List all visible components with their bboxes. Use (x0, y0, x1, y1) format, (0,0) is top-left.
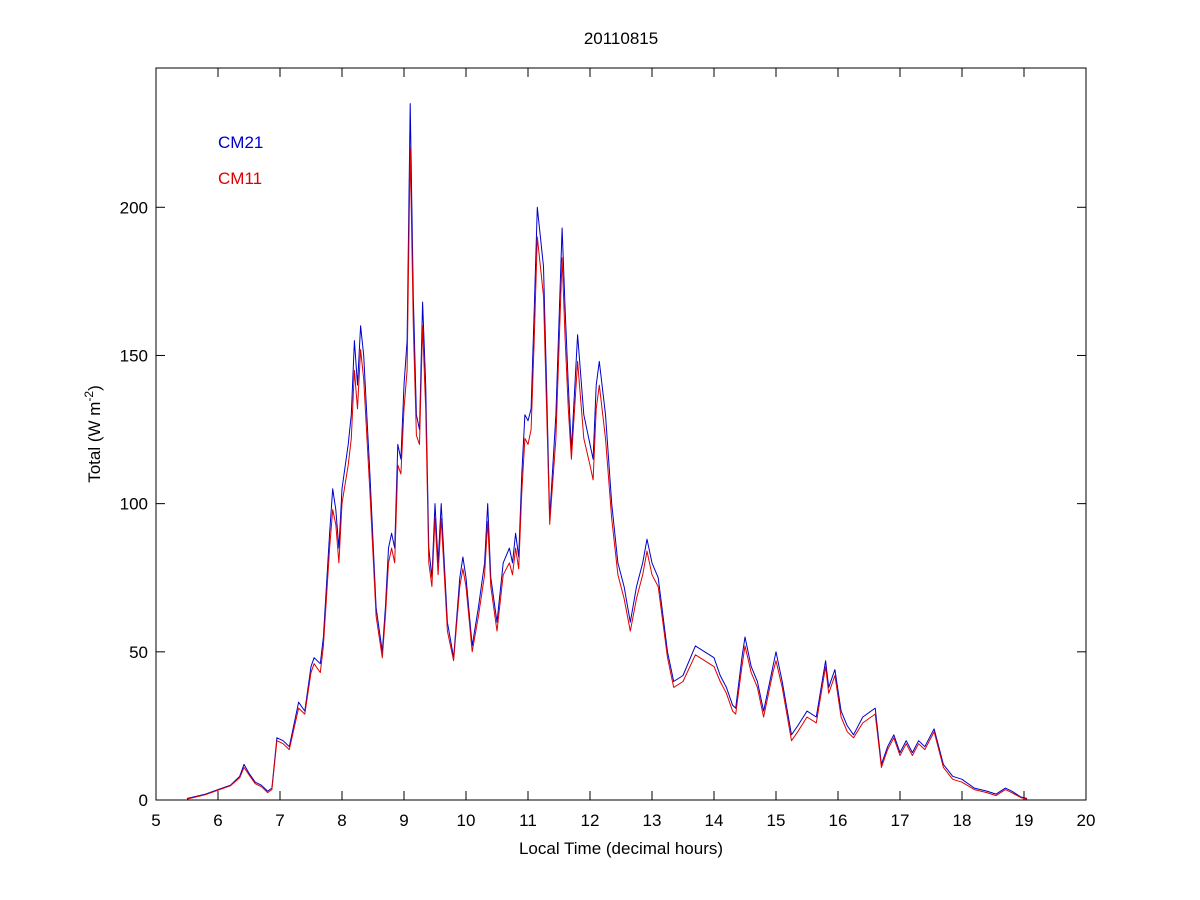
x-tick-label: 17 (891, 811, 910, 830)
x-tick-label: 18 (953, 811, 972, 830)
x-tick-label: 16 (829, 811, 848, 830)
y-tick-label: 200 (120, 198, 148, 217)
x-tick-label: 15 (767, 811, 786, 830)
x-tick-label: 13 (643, 811, 662, 830)
series-line (186, 103, 1028, 799)
x-tick-label: 11 (519, 811, 537, 830)
y-tick-label: 100 (120, 495, 148, 514)
y-tick-label: 0 (139, 791, 148, 810)
y-tick-label: 150 (120, 346, 148, 365)
y-axis-label-suffix: ) (85, 385, 104, 391)
legend-label: CM21 (218, 133, 263, 152)
x-tick-label: 20 (1077, 811, 1096, 830)
x-tick-label: 10 (457, 811, 476, 830)
chart-title: 20110815 (584, 29, 658, 48)
x-tick-label: 12 (581, 811, 600, 830)
series-line (186, 147, 1028, 800)
y-axis-label-text: Total (W m (85, 402, 104, 483)
legend-label: CM11 (218, 169, 262, 188)
x-axis-label: Local Time (decimal hours) (519, 839, 723, 858)
plot-frame (155, 67, 1087, 801)
y-axis-label: Total (W m-2) (82, 385, 104, 483)
x-tick-label: 8 (337, 811, 346, 830)
x-tick-label: 9 (399, 811, 408, 830)
x-tick-label: 19 (1015, 811, 1034, 830)
x-tick-label: 14 (705, 811, 724, 830)
x-tick-label: 6 (213, 811, 222, 830)
y-axis-label-superscript: -2 (82, 391, 96, 402)
y-tick-label: 50 (129, 643, 148, 662)
x-tick-label: 7 (275, 811, 284, 830)
x-tick-label: 5 (151, 811, 160, 830)
